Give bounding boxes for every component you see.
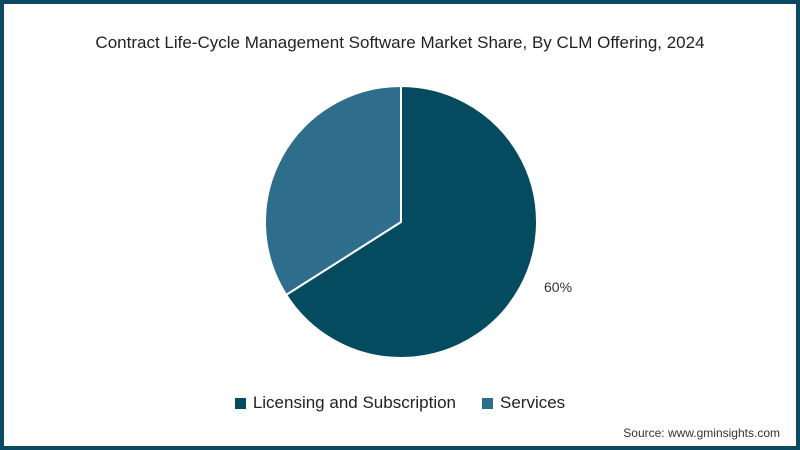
- legend-label: Services: [500, 393, 566, 412]
- pie-slice-licensing: [284, 84, 538, 359]
- data-label-licensing: 60%: [544, 279, 573, 295]
- legend: Licensing and Subscription Services: [0, 393, 800, 413]
- legend-swatch-icon: [234, 397, 246, 409]
- pie-slice-services: [264, 84, 402, 297]
- legend-item-licensing: Licensing and Subscription: [234, 393, 456, 413]
- chart-title: Contract Life-Cycle Management Software …: [95, 33, 705, 52]
- legend-label: Licensing and Subscription: [252, 393, 456, 412]
- legend-item-services: Services: [482, 393, 565, 413]
- legend-swatch-icon: [482, 397, 493, 409]
- source-note: Source: www.gminsights.com: [623, 426, 780, 440]
